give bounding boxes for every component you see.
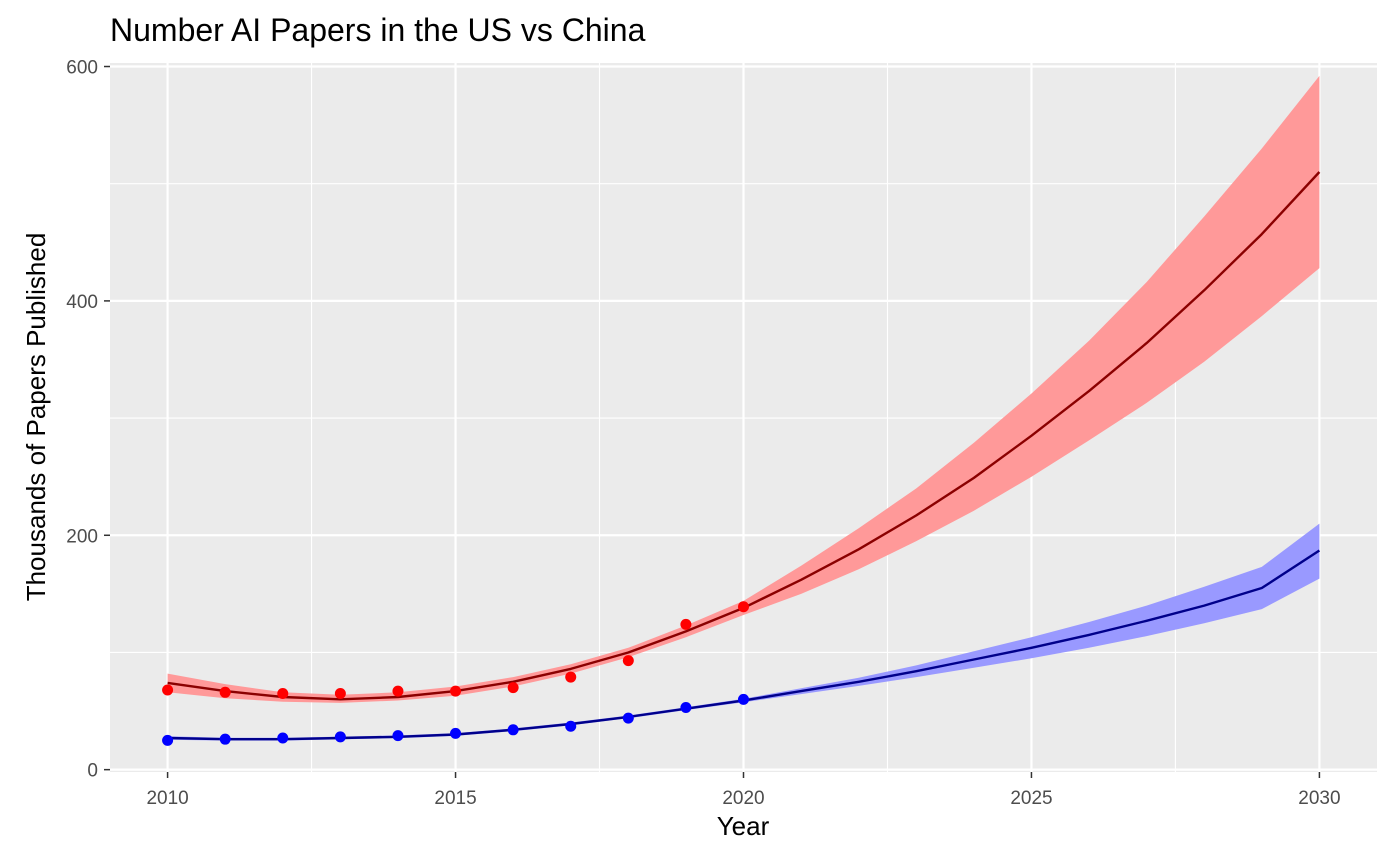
red-data-point bbox=[738, 601, 749, 613]
x-tick-label: 2015 bbox=[434, 788, 476, 809]
red-data-point bbox=[277, 687, 289, 699]
y-axis-title: Thousands of Papers Published bbox=[21, 233, 51, 602]
red-data-point bbox=[392, 685, 404, 697]
blue-data-point bbox=[565, 720, 577, 732]
x-axis: 2010 2015 2020 2025 2030 bbox=[146, 772, 1341, 809]
y-tick-label: 0 bbox=[87, 761, 98, 782]
red-data-point bbox=[162, 684, 174, 696]
blue-data-point bbox=[162, 734, 174, 746]
blue-data-point bbox=[219, 733, 231, 745]
red-data-point bbox=[565, 671, 577, 683]
x-tick-label: 2030 bbox=[1298, 788, 1340, 809]
x-tick-label: 2025 bbox=[1010, 788, 1052, 809]
red-confidence-band bbox=[167, 75, 1320, 703]
confidence-bands bbox=[167, 75, 1320, 741]
y-tick-label: 400 bbox=[66, 292, 98, 313]
y-axis: 0 200 400 600 bbox=[66, 58, 110, 782]
blue-data-point bbox=[392, 730, 404, 742]
red-data-point bbox=[622, 655, 634, 667]
blue-confidence-band bbox=[167, 523, 1320, 741]
red-data-point bbox=[680, 618, 692, 630]
x-tick-label: 2010 bbox=[146, 788, 188, 809]
blue-data-point bbox=[334, 731, 346, 743]
blue-data-point bbox=[680, 702, 692, 714]
y-tick-label: 600 bbox=[66, 58, 98, 79]
red-data-point bbox=[334, 687, 346, 699]
x-tick-label: 2020 bbox=[722, 788, 764, 809]
red-data-point bbox=[219, 686, 231, 698]
blue-data-point bbox=[450, 727, 462, 739]
y-tick-label: 200 bbox=[66, 526, 98, 547]
blue-data-point bbox=[277, 732, 289, 744]
x-axis-title: Year bbox=[717, 811, 770, 841]
blue-data-point bbox=[622, 712, 634, 724]
blue-data-point bbox=[738, 693, 749, 705]
red-data-point bbox=[450, 685, 462, 697]
chart-title: Number AI Papers in the US vs China bbox=[110, 12, 646, 48]
data-points bbox=[162, 601, 749, 746]
red-data-point bbox=[507, 682, 519, 694]
blue-data-point bbox=[507, 724, 519, 736]
